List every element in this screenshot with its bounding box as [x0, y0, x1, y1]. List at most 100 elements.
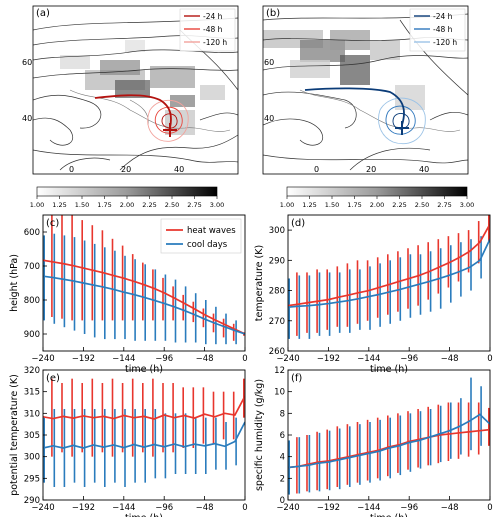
chart-4: −240 −192 −144 −96 −48 0 0 2 4 6 8 10 12 (f) time (h) s… [254, 366, 493, 517]
x-axis-label: time (h) [125, 513, 163, 517]
x-axis-label: time (h) [125, 364, 163, 375]
x-tick-label: −96 [400, 503, 418, 513]
legend-label: cool days [187, 240, 228, 250]
colorbar-tick-label: 1.50 [75, 201, 89, 209]
panel-label: (f) [291, 373, 302, 384]
x-axis-label: time (h) [370, 364, 408, 375]
map-a-legend-48h: -48 h [203, 25, 223, 34]
x-tick-label: 0 [242, 503, 247, 513]
y-tick-label: 12 [274, 366, 285, 376]
map-b-coast [299, 89, 461, 132]
x-tick-label: −96 [400, 354, 418, 364]
plot-frame [287, 214, 491, 352]
colorbar-tick-label: 2.25 [392, 201, 406, 209]
series-line [288, 428, 490, 469]
panel-label: (e) [46, 373, 60, 384]
x-tick-label: −192 [317, 354, 340, 364]
series-line [288, 223, 490, 307]
x-axis-label: time (h) [370, 513, 408, 517]
x-tick-label: −144 [357, 354, 380, 364]
map-a-track [94, 94, 172, 129]
x-tick-label: −48 [196, 503, 214, 513]
map-b-cross-icon [395, 121, 409, 135]
map-a-legend-24h: -24 h [203, 12, 223, 21]
map-panel-b: (b) 60 40 0 20 40 -24 h -48 h -120 h [262, 5, 469, 175]
map-b-label: (b) [266, 8, 280, 19]
plot-frame [42, 214, 246, 352]
map-b-track [304, 87, 405, 126]
y-tick-label: 10 [274, 388, 285, 398]
x-tick-label: 0 [487, 503, 492, 513]
y-tick-label: 280 [269, 287, 285, 297]
series-line [288, 413, 490, 469]
panel-label: (c) [46, 218, 59, 229]
colorbar-b: 1.00 1.25 1.50 1.75 2.00 2.25 2.50 2.75 3.00 [280, 186, 474, 209]
map-b-lat-60: 60 [264, 58, 274, 67]
y-tick-label: 260 [269, 347, 285, 357]
map-a-lat-40: 40 [22, 114, 32, 123]
x-tick-label: −240 [276, 503, 299, 513]
map-b-lon-0: 0 [314, 165, 319, 174]
y-tick-label: 290 [269, 256, 285, 266]
x-tick-label: −240 [31, 503, 54, 513]
map-a-lon-20: 20 [121, 165, 131, 174]
colorbar-tick-label: 1.50 [325, 201, 339, 209]
x-tick-label: −96 [155, 354, 173, 364]
x-tick-label: −48 [441, 354, 459, 364]
y-axis-label: potential temperature (K) [9, 374, 20, 496]
y-axis-label: height (hPa) [9, 254, 20, 312]
map-b-lon-40: 40 [419, 165, 429, 174]
series-line [43, 259, 245, 335]
colorbar-tick-label: 1.00 [30, 201, 44, 209]
map-b-legend: -24 h -48 h -120 h [409, 8, 466, 52]
map-a-lat-60: 60 [22, 58, 32, 67]
y-tick-label: 4 [280, 453, 285, 463]
series-line [43, 275, 245, 335]
colorbar-tick-label: 2.75 [437, 201, 451, 209]
legend-box [160, 218, 242, 254]
series-line [288, 238, 490, 309]
map-b-lat-40: 40 [264, 114, 274, 123]
x-tick-label: −48 [441, 503, 459, 513]
y-tick-label: 2 [280, 474, 285, 484]
y-tick-label: 6 [280, 431, 285, 441]
legend-label: heat waves [187, 226, 236, 236]
map-a-legend: -24 h -48 h -120 h [179, 8, 236, 52]
y-tick-label: 8 [280, 409, 285, 419]
colorbar-tick-label: 2.00 [120, 201, 134, 209]
colorbar-tick-label: 2.75 [187, 201, 201, 209]
x-tick-label: 0 [242, 354, 247, 364]
plot-frame [287, 369, 491, 501]
y-axis-label: specific humidity (g/kg) [254, 379, 265, 491]
x-tick-label: −192 [317, 503, 340, 513]
y-tick-label: 0 [280, 496, 285, 506]
x-tick-label: −192 [72, 354, 95, 364]
colorbar-tick-label: 1.75 [347, 201, 361, 209]
x-tick-label: −144 [112, 503, 135, 513]
series-line [43, 395, 245, 420]
colorbar-tick-label: 2.50 [415, 201, 429, 209]
y-tick-label: 315 [24, 388, 40, 398]
panel-label: (d) [291, 218, 305, 229]
map-a-label: (a) [36, 8, 50, 19]
y-tick-label: 310 [24, 409, 40, 419]
colorbar-tick-label: 1.00 [280, 201, 294, 209]
chart-1: −240 −192 −144 −96 −48 0 600 700 800 900 (c) time (… [9, 214, 248, 375]
y-tick-label: 700 [24, 262, 40, 272]
y-tick-label: 295 [24, 474, 40, 484]
x-tick-label: −96 [155, 503, 173, 513]
y-tick-label: 900 [24, 330, 40, 340]
chart-2: −240 −192 −144 −96 −48 0 260 270 280 290 300 (d) tim… [254, 214, 493, 375]
chart-3: −240 −192 −144 −96 −48 0 290 295 300 305 310 315 320… [9, 366, 248, 517]
y-tick-label: 300 [24, 453, 40, 463]
x-tick-label: −144 [112, 354, 135, 364]
colorbar-tick-label: 3.00 [460, 201, 474, 209]
map-b-legend-120h: -120 h [433, 38, 457, 47]
colorbar-tick-label: 2.25 [142, 201, 156, 209]
map-a-lon-40: 40 [174, 165, 184, 174]
map-panel-a: (a) 60 40 0 20 40 -24 h -48 h -120 h [22, 5, 239, 175]
x-tick-label: −144 [357, 503, 380, 513]
x-tick-label: −240 [31, 354, 54, 364]
